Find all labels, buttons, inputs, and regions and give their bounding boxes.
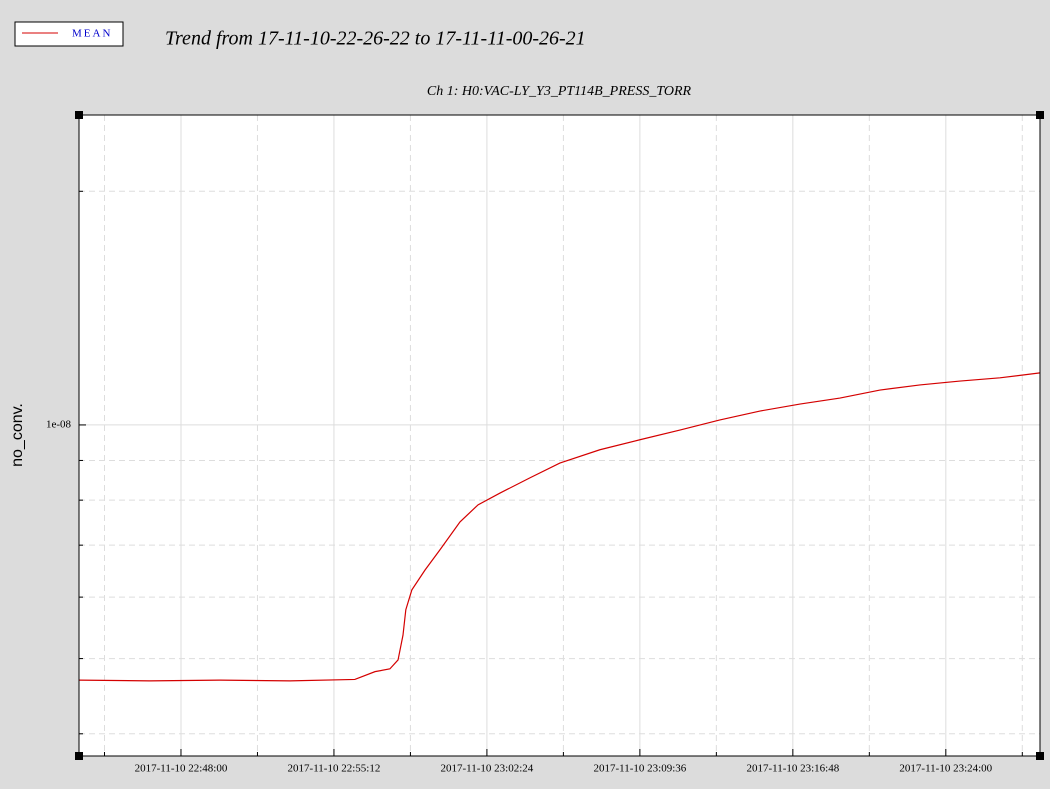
legend-label: MEAN bbox=[72, 28, 112, 40]
legend: MEAN bbox=[14, 21, 124, 47]
chart-subtitle: Ch 1: H0:VAC-LY_Y3_PT114B_PRESS_TORR bbox=[427, 84, 692, 99]
x-tick-label: 2017-11-10 23:24:00 bbox=[899, 763, 992, 775]
series-line bbox=[78, 372, 1041, 682]
x-tick-label: 2017-11-10 22:48:00 bbox=[135, 763, 228, 775]
corner bbox=[75, 752, 83, 760]
plot-frame bbox=[78, 114, 1041, 757]
legend-box bbox=[14, 21, 124, 47]
grid bbox=[79, 115, 1040, 756]
corner bbox=[1036, 111, 1044, 119]
x-tick-label: 2017-11-10 23:16:48 bbox=[746, 763, 839, 775]
y-tick-label: 1e-08 bbox=[46, 418, 72, 430]
marks bbox=[78, 372, 1041, 682]
chart-title: Trend from 17-11-10-22-26-22 to 17-11-11… bbox=[165, 28, 586, 50]
corner bbox=[75, 111, 83, 119]
corner bbox=[1036, 752, 1044, 760]
x-tick-label: 2017-11-10 23:09:36 bbox=[593, 763, 686, 775]
x-tick-label: 2017-11-10 23:02:24 bbox=[441, 763, 534, 775]
plot-area bbox=[79, 115, 1040, 756]
x-tick-label: 2017-11-10 22:55:12 bbox=[288, 763, 381, 775]
y-axis-label: no_conv. bbox=[9, 403, 26, 467]
